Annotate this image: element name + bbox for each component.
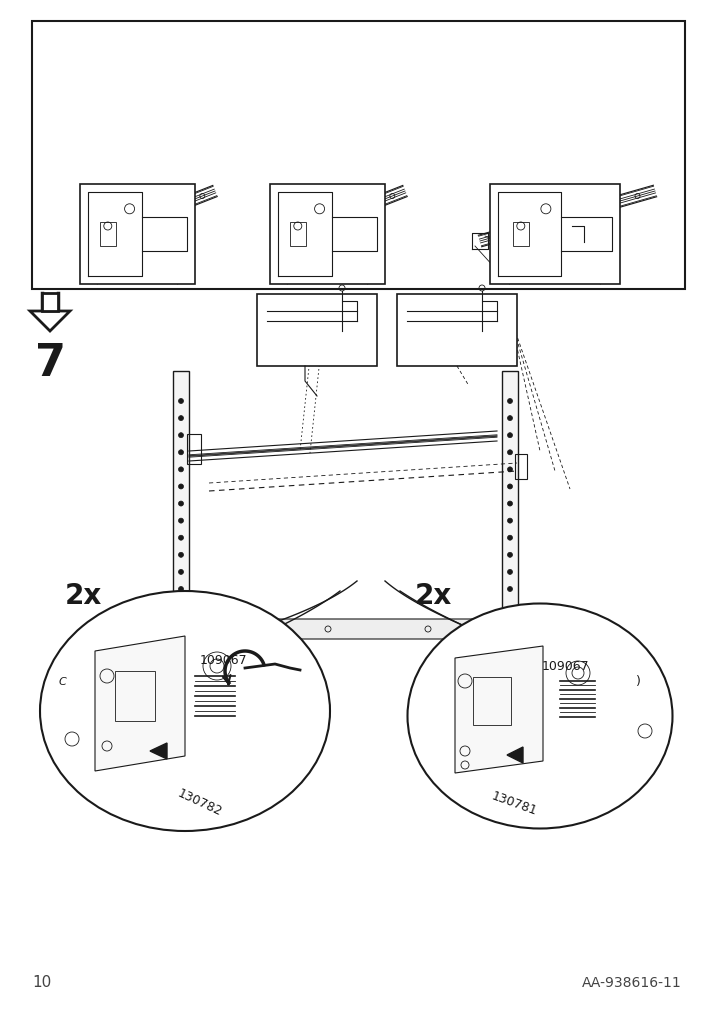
Text: 130782: 130782: [175, 787, 223, 818]
Circle shape: [178, 467, 183, 472]
Circle shape: [508, 587, 513, 591]
Circle shape: [178, 570, 183, 575]
Bar: [100, 222, 116, 247]
Circle shape: [178, 553, 183, 558]
Ellipse shape: [408, 604, 673, 829]
Polygon shape: [507, 747, 523, 763]
Circle shape: [178, 501, 183, 507]
Bar: [397, 295, 517, 367]
Polygon shape: [95, 636, 185, 771]
Bar: [290, 222, 306, 247]
Text: 7: 7: [35, 342, 66, 384]
Circle shape: [508, 484, 513, 489]
Circle shape: [508, 399, 513, 404]
Polygon shape: [455, 646, 543, 773]
Bar: [257, 295, 377, 367]
Bar: [115, 671, 155, 721]
Circle shape: [178, 417, 183, 422]
Bar: [490, 185, 620, 285]
Bar: [270, 185, 385, 285]
Bar: [473, 677, 511, 725]
Circle shape: [508, 501, 513, 507]
Text: C: C: [58, 676, 66, 686]
Text: 2x: 2x: [415, 581, 452, 610]
Text: 109067: 109067: [542, 659, 590, 672]
Bar: [502, 372, 518, 620]
Circle shape: [178, 519, 183, 524]
Text: 10: 10: [32, 974, 51, 989]
Circle shape: [508, 553, 513, 558]
Text: ): ): [635, 674, 640, 687]
Polygon shape: [42, 294, 58, 311]
Circle shape: [508, 570, 513, 575]
Circle shape: [508, 536, 513, 541]
Polygon shape: [173, 620, 548, 639]
Text: AA-938616-11: AA-938616-11: [582, 975, 682, 989]
Circle shape: [178, 450, 183, 455]
Bar: [32, 22, 685, 290]
Bar: [187, 435, 201, 464]
Text: 2x: 2x: [65, 581, 102, 610]
Circle shape: [508, 417, 513, 422]
Bar: [173, 372, 189, 620]
Circle shape: [178, 587, 183, 591]
Circle shape: [178, 399, 183, 404]
Circle shape: [508, 434, 513, 438]
Circle shape: [508, 519, 513, 524]
Circle shape: [178, 536, 183, 541]
Circle shape: [178, 484, 183, 489]
Circle shape: [508, 450, 513, 455]
Text: 130781: 130781: [490, 790, 539, 818]
Polygon shape: [150, 743, 167, 759]
Bar: [515, 455, 527, 479]
Text: 109067: 109067: [200, 653, 248, 666]
Ellipse shape: [40, 591, 330, 831]
Circle shape: [178, 434, 183, 438]
Bar: [513, 222, 529, 247]
Circle shape: [508, 467, 513, 472]
Polygon shape: [30, 311, 70, 332]
Bar: [80, 185, 195, 285]
